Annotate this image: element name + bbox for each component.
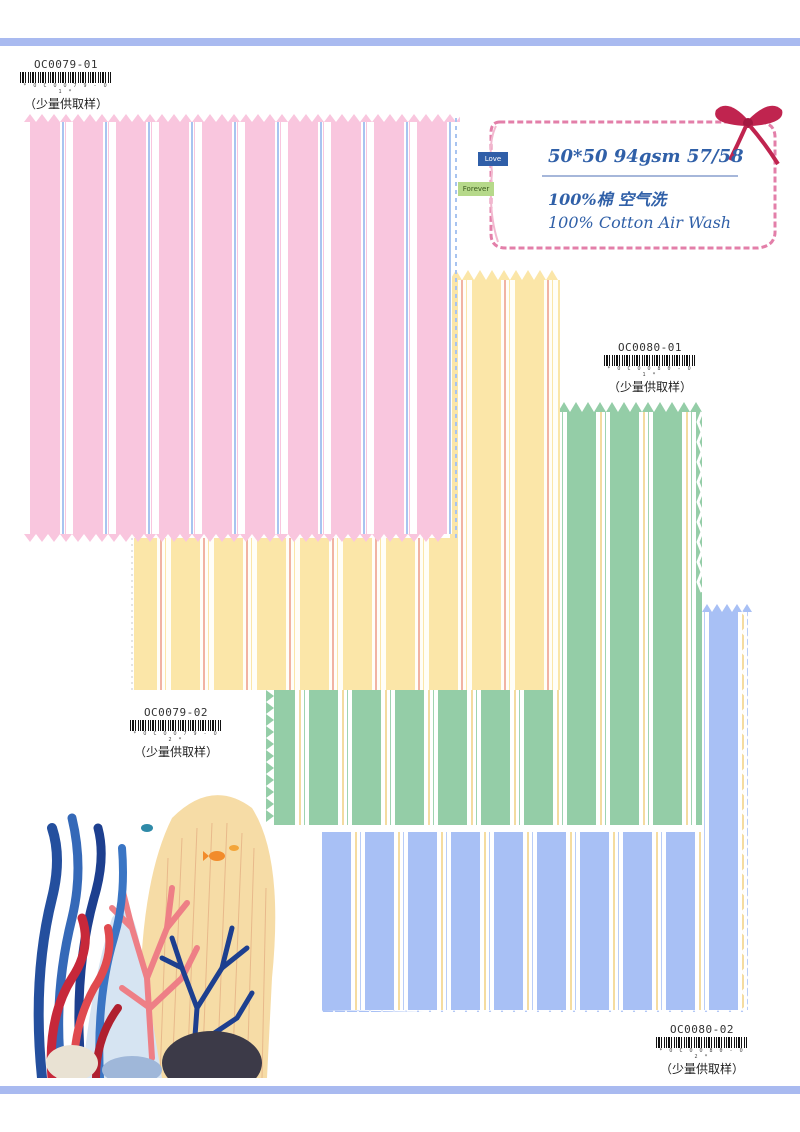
tag-forever: Forever <box>458 182 494 196</box>
spec-weight: 50*50 94gsm 57/58 <box>548 146 744 167</box>
barcode-icon <box>656 1037 748 1048</box>
fabric-swatch-oc0079-01 <box>24 112 460 544</box>
fabric-swatch-oc0079-02 <box>128 268 568 700</box>
fish-icon <box>141 824 239 861</box>
top-border-band <box>0 38 800 46</box>
tag-love: Love <box>478 152 508 166</box>
barcode-icon <box>20 72 112 83</box>
sample-note: （少量供取样） <box>133 745 218 759</box>
sample-note: （少量供取样） <box>659 1062 744 1076</box>
barcode-icon <box>130 720 222 731</box>
bottom-border-band <box>0 1086 800 1094</box>
sample-code: OC0080-01 <box>617 341 683 354</box>
sample-label-oc0080-01: OC0080-01 * O C O O 8 0 - O 1 * （少量供取样） <box>604 341 696 395</box>
spec-composition-en: 100% Cotton Air Wash <box>548 213 732 232</box>
barcode-icon <box>604 355 696 366</box>
fabric-swatch-oc0080-01 <box>266 400 706 832</box>
bow-icon <box>715 105 783 166</box>
fabric-swatch-oc0080-02 <box>322 592 752 1012</box>
barcode-digits: * O C O O 7 9 - O 2 * <box>133 731 219 743</box>
sample-note: （少量供取样） <box>607 380 692 394</box>
barcode-digits: * O C O O 8 0 - O 2 * <box>659 1048 745 1060</box>
sample-label-oc0080-02: OC0080-02 * O C O O 8 0 - O 2 * （少量供取样） <box>656 1023 748 1077</box>
spec-composition-cn: 100%棉 空气洗 <box>548 190 667 209</box>
sample-code: OC0079-02 <box>143 706 209 719</box>
barcode-digits: * O C O O 8 0 - O 1 * <box>607 366 693 378</box>
barcode-digits: * O C O O 7 9 - O 1 * <box>23 83 109 95</box>
sample-code: OC0079-01 <box>33 58 99 71</box>
sample-label-oc0079-02: OC0079-02 * O C O O 7 9 - O 2 * （少量供取样） <box>130 706 222 760</box>
sample-note: （少量供取样） <box>23 97 108 111</box>
sample-code: OC0080-02 <box>669 1023 735 1036</box>
coral-reef-illustration <box>22 778 284 1078</box>
spec-card: Love Forever 50*50 94gsm 57/58 100%棉 空气洗… <box>458 105 783 258</box>
sample-label-oc0079-01: OC0079-01 * O C O O 7 9 - O 1 * （少量供取样） <box>20 58 112 112</box>
